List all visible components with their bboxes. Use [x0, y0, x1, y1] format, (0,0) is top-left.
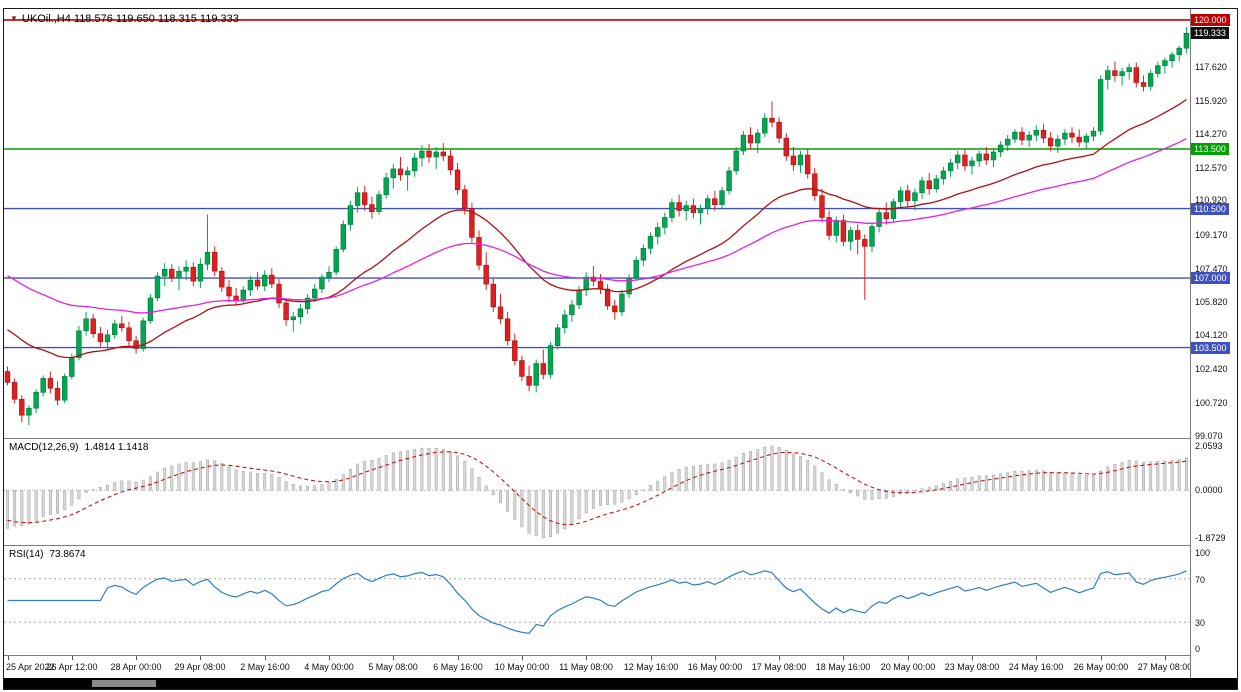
macd-values: 1.4814 1.1418: [84, 442, 149, 453]
time-axis-label: 18 May 16:00: [815, 662, 871, 672]
price-tick-label: 114.270: [1195, 128, 1227, 139]
price-level-badge: 107.000: [1191, 272, 1230, 285]
price-tick-label: 105.820: [1195, 296, 1228, 307]
time-axis-label: 27 May 08:00: [1137, 662, 1193, 672]
time-tick: [651, 656, 652, 660]
time-axis-label: 20 May 00:00: [880, 662, 936, 672]
price-level-badge: 103.500: [1191, 341, 1230, 354]
time-axis-label: 5 May 08:00: [368, 662, 418, 672]
time-axis-label: 26 Apr 12:00: [46, 662, 98, 672]
time-tick: [329, 656, 330, 660]
price-level-badge: 110.500: [1191, 202, 1229, 215]
price-tick-label: 117.620: [1195, 62, 1227, 73]
rsi-indicator-label: RSI(14) 73.8674: [9, 549, 86, 560]
price-tick-label: 99.070: [1195, 430, 1223, 441]
chart-symbol-timeframe: UKOil.,H4: [21, 13, 71, 25]
time-axis-label: 16 May 00:00: [687, 662, 743, 672]
symbol-dropdown-arrow-icon[interactable]: ▼: [10, 14, 18, 23]
chart-frame: ▼ UKOil.,H4 118.576 119.650 118.315 119.3…: [3, 8, 1238, 690]
rsi-axis-label: 100: [1195, 548, 1211, 558]
macd-name: MACD(12,26,9): [9, 442, 79, 453]
time-axis-label: 10 May 00:00: [494, 662, 550, 672]
rsi-panel[interactable]: [4, 546, 1190, 655]
time-axis-label: 6 May 16:00: [433, 662, 483, 672]
rsi-axis-label: 0: [1195, 644, 1201, 654]
time-tick: [1036, 656, 1037, 660]
chart-ohlc-values: 118.576 119.650 118.315 119.333: [73, 13, 239, 25]
time-tick: [522, 656, 523, 660]
time-tick: [200, 656, 201, 660]
price-tick-label: 109.170: [1195, 230, 1228, 240]
macd-panel[interactable]: [4, 439, 1190, 545]
price-tick-label: 115.920: [1195, 96, 1227, 106]
price-tick-label: 112.570: [1195, 162, 1227, 173]
price-level-badge: 119.333: [1191, 27, 1229, 40]
time-axis-label: 28 Apr 00:00: [110, 662, 162, 672]
macd-axis-label: -1.8729: [1195, 533, 1226, 543]
time-tick: [458, 656, 459, 660]
time-tick: [393, 656, 394, 660]
time-axis-label: 4 May 00:00: [304, 662, 354, 672]
macd-axis-label: 0.0000: [1195, 485, 1223, 496]
time-tick: [8, 656, 9, 660]
price-level-badge: 113.500: [1191, 143, 1229, 155]
panel-divider[interactable]: [4, 545, 1237, 546]
price-tick-label: 107.470: [1195, 263, 1228, 274]
time-tick: [715, 656, 716, 660]
time-axis-label: 17 May 08:00: [751, 662, 807, 672]
time-axis-label: 11 May 08:00: [559, 662, 613, 672]
time-tick: [1165, 656, 1166, 660]
time-tick: [779, 656, 780, 660]
rsi-value: 73.8674: [49, 549, 86, 560]
time-axis-label: 29 Apr 08:00: [174, 662, 226, 672]
horizontal-scrollbar[interactable]: [4, 678, 1237, 689]
macd-indicator-label: MACD(12,26,9) 1.4814 1.1418: [9, 442, 148, 453]
time-axis-label: 24 May 16:00: [1008, 662, 1064, 672]
time-axis-label: 23 May 08:00: [944, 662, 1000, 672]
time-axis-label: 26 May 00:00: [1073, 662, 1129, 672]
price-level-badge: 120.000: [1191, 13, 1230, 26]
price-tick-label: 104.120: [1195, 330, 1228, 341]
price-tick-label: 110.920: [1195, 195, 1227, 206]
time-tick: [908, 656, 909, 660]
time-tick: [136, 656, 137, 660]
time-tick: [265, 656, 266, 660]
price-axis[interactable]: 117.620 115.920 114.270 112.570 110.920 109.1…: [1190, 9, 1237, 678]
rsi-name: RSI(14): [9, 549, 44, 560]
time-tick: [972, 656, 973, 660]
time-axis[interactable]: 25 Apr 2022 26 Apr 12:00 28 Apr 00:00 29 Ap…: [4, 656, 1193, 678]
price-tick-label: 100.720: [1195, 397, 1228, 408]
time-axis-label: 2 May 16:00: [240, 662, 290, 672]
scrollbar-handle[interactable]: [92, 680, 156, 687]
price-tick-label: 102.420: [1195, 364, 1228, 375]
rsi-axis-label: 30: [1195, 618, 1206, 629]
time-tick: [586, 656, 587, 660]
time-axis-label: 25 Apr 2022: [6, 662, 55, 672]
time-tick: [72, 656, 73, 660]
rsi-axis-label: 70: [1195, 574, 1206, 585]
time-tick: [1101, 656, 1102, 660]
panel-divider[interactable]: [4, 655, 1237, 656]
macd-axis-label: 2.0593: [1195, 441, 1223, 451]
chart-title: ▼ UKOil.,H4 118.576 119.650 118.315 119.3…: [10, 13, 239, 25]
time-axis-label: 12 May 16:00: [623, 662, 679, 672]
price-chart-panel[interactable]: [4, 9, 1190, 438]
time-tick: [843, 656, 844, 660]
panel-divider[interactable]: [4, 438, 1237, 439]
